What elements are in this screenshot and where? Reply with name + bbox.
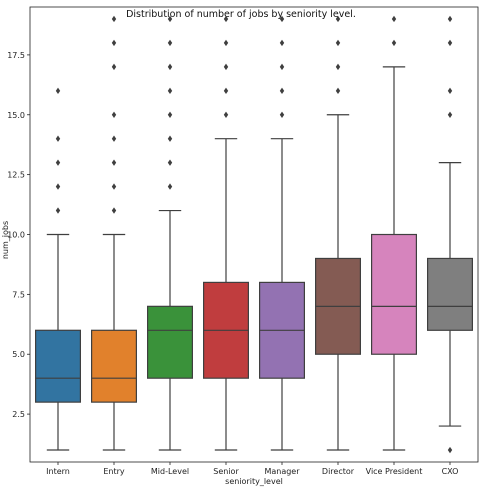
- x-tick-label: Senior: [213, 467, 239, 476]
- outlier-point: [167, 15, 173, 23]
- outlier-point: [279, 63, 285, 71]
- outlier-point: [167, 87, 173, 95]
- outlier-point: [391, 15, 397, 23]
- outlier-point: [279, 39, 285, 47]
- outlier-point: [55, 87, 61, 95]
- outlier-point: [111, 159, 117, 166]
- outlier-point: [335, 15, 341, 23]
- box-iqr: [371, 233, 418, 355]
- x-axis-label: seniority_level: [225, 477, 283, 486]
- outlier-point: [111, 135, 117, 142]
- outlier-point: [447, 87, 453, 95]
- outlier-point: [167, 39, 173, 47]
- x-tick-label: CXO: [442, 467, 459, 476]
- outlier-point: [279, 111, 285, 118]
- outlier-point: [447, 446, 453, 454]
- x-tick-label: Mid-Level: [151, 467, 189, 476]
- y-axis: 2.5 5.0 7.5 10.0 12.5 15.0 17.5: [7, 51, 30, 419]
- box-iqr: [427, 257, 474, 331]
- outlier-point: [223, 15, 229, 23]
- box-group-cxo: [427, 15, 474, 454]
- box-group-mid-level: [147, 15, 194, 451]
- box-group-director: [315, 15, 362, 451]
- outlier-point: [335, 39, 341, 47]
- y-axis-label: num_jobs: [1, 221, 10, 259]
- y-tick-label: 17.5: [7, 51, 25, 60]
- x-tick-label: Intern: [46, 467, 70, 476]
- outlier-point: [335, 63, 341, 71]
- outlier-point: [55, 159, 61, 166]
- outlier-point: [447, 15, 453, 23]
- outlier-point: [447, 111, 453, 118]
- box-group-senior: [203, 15, 250, 451]
- x-tick-label: Manager: [264, 467, 300, 476]
- boxes-layer: [34, 15, 474, 454]
- outlier-point: [279, 87, 285, 95]
- y-tick-label: 5.0: [12, 350, 25, 359]
- outlier-point: [279, 15, 285, 23]
- y-tick-label: 2.5: [12, 410, 25, 419]
- outlier-point: [111, 63, 117, 71]
- outlier-point: [391, 39, 397, 47]
- box-group-vice-president: [371, 15, 418, 451]
- outlier-point: [223, 39, 229, 47]
- x-axis: Intern Entry Mid-Level Senior Manager Directo…: [46, 462, 458, 476]
- y-tick-label: 12.5: [7, 171, 25, 180]
- box-iqr: [90, 329, 137, 403]
- outlier-point: [111, 183, 117, 190]
- outlier-point: [167, 63, 173, 71]
- outlier-point: [335, 87, 341, 95]
- y-tick-label: 15.0: [7, 111, 25, 120]
- outlier-point: [55, 135, 61, 142]
- outlier-point: [55, 207, 61, 214]
- outlier-point: [167, 159, 173, 166]
- outlier-point: [223, 111, 229, 118]
- y-tick-label: 7.5: [12, 290, 25, 299]
- box-iqr: [34, 329, 81, 403]
- outlier-point: [111, 39, 117, 47]
- chart-title: Distribution of number of jobs by senior…: [126, 9, 356, 20]
- outlier-point: [111, 207, 117, 214]
- outlier-point: [223, 87, 229, 95]
- outlier-point: [447, 39, 453, 47]
- x-tick-label: Vice President: [366, 467, 423, 476]
- outlier-point: [167, 183, 173, 190]
- box-group-manager: [259, 15, 306, 451]
- box-group-entry: [90, 15, 137, 451]
- x-tick-label: Director: [322, 467, 355, 476]
- box-group-intern: [34, 87, 81, 451]
- outlier-point: [111, 15, 117, 23]
- y-tick-label: 10.0: [7, 231, 25, 240]
- outlier-point: [55, 183, 61, 190]
- outlier-point: [223, 63, 229, 71]
- outlier-point: [167, 135, 173, 142]
- outlier-point: [111, 111, 117, 118]
- outlier-point: [167, 111, 173, 118]
- box-iqr: [147, 305, 194, 379]
- x-tick-label: Entry: [103, 467, 125, 476]
